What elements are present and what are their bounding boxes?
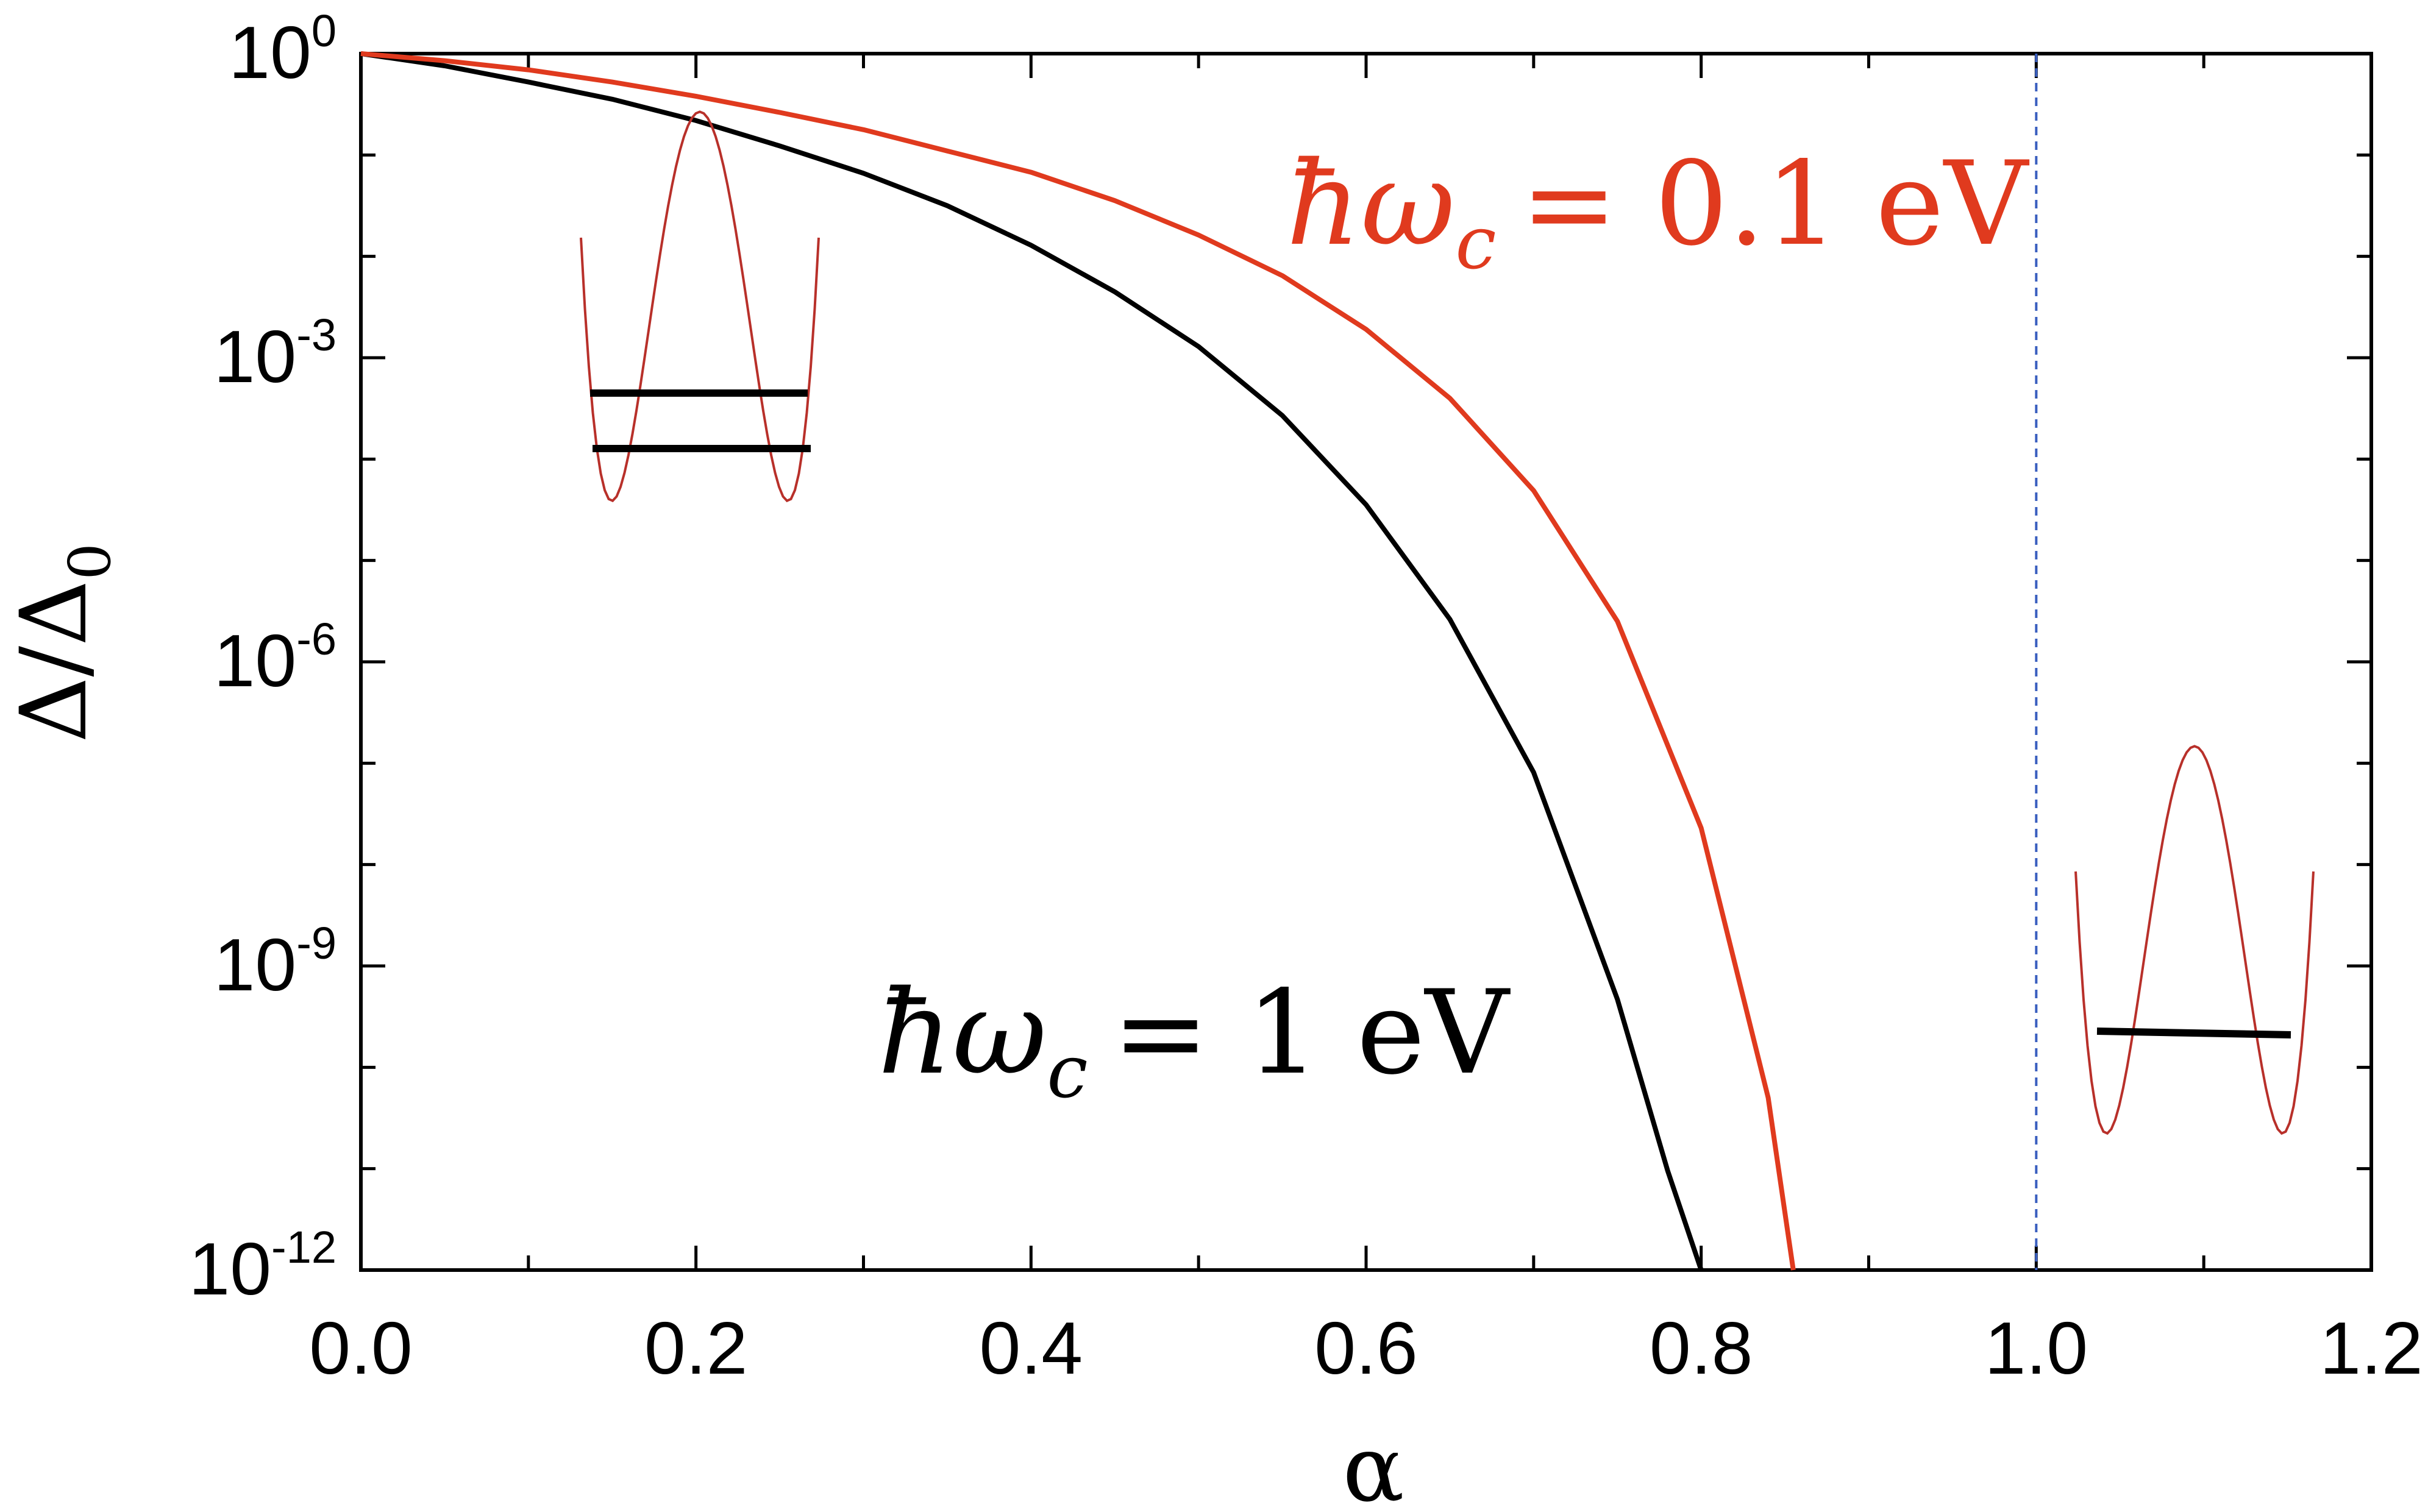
x-tick-label: 1.2 [2319,1307,2423,1390]
y-axis-label-subscript: 0 [57,543,124,580]
series-line-0-1ev [360,51,1796,1271]
y-tick-label: 10-6 [213,614,336,702]
x-tick-label: 0.0 [309,1307,413,1390]
x-axis: 0.0 0.2 0.4 0.6 0.8 1.0 1.2 [309,54,2423,1390]
label-black-main: ħω [878,965,1047,1100]
x-tick-label: 0.4 [980,1307,1083,1390]
series-lines [360,51,1796,1271]
y-axis-label-main: Δ/Δ [1,580,107,743]
y-tick-label: 10-3 [213,310,336,398]
x-axis-label: α [1342,1416,1404,1512]
y-axis: 100 10-3 10-6 10-9 10-12 [188,5,2371,1310]
label-red-main: ħω [1286,137,1455,271]
x-tick-label: 1.0 [1985,1307,2088,1390]
label-red-curve: ħωc = 0.1 eV [1286,137,2029,286]
double-well-curve-right [2074,745,2315,1135]
y-axis-label: Δ/Δ0 [1,543,124,743]
series-line-1ev [360,51,1704,1271]
label-red-sub: c [1455,201,1496,286]
x-tick-label: 0.2 [644,1307,748,1390]
x-tick-label: 0.6 [1314,1307,1418,1390]
label-black-curve: ħωc = 1 eV [878,965,1511,1115]
y-tick-label: 100 [229,5,336,94]
double-well-curve-left [580,110,820,503]
label-black-rest: = 1 eV [1113,965,1511,1100]
label-red-rest: = 0.1 eV [1521,137,2030,271]
y-tick-label: 10-9 [213,918,336,1006]
potential-insets [580,110,2315,1135]
label-black-sub: c [1047,1030,1088,1115]
y-tick-label: 10-12 [188,1222,336,1310]
energy-level-single [2096,1028,2291,1038]
x-tick-label: 0.8 [1650,1307,1753,1390]
